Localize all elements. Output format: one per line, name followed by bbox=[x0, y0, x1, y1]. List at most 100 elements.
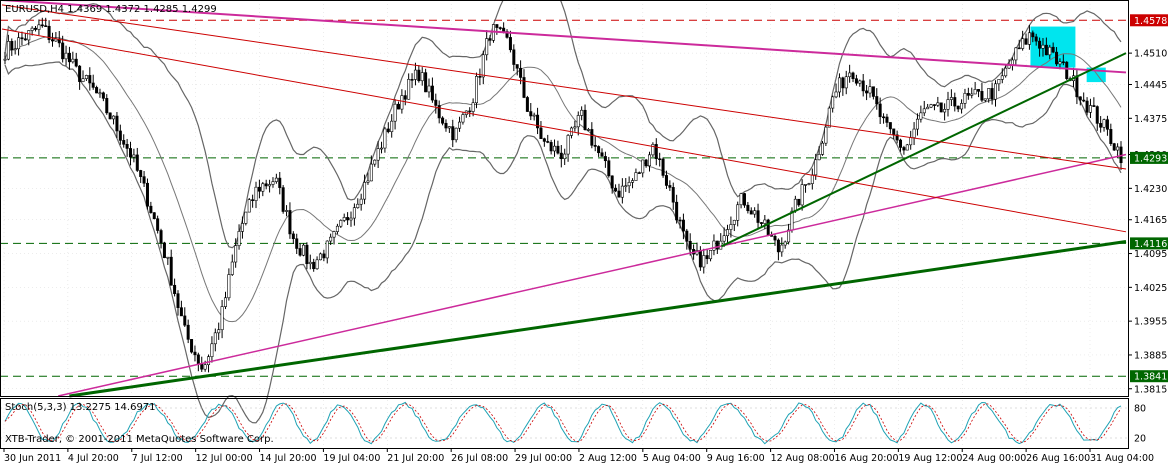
candle-body bbox=[634, 172, 638, 181]
candle-body bbox=[977, 89, 981, 92]
grid-lines bbox=[0, 0, 1128, 448]
candle-body bbox=[868, 86, 872, 94]
candle-body bbox=[13, 48, 17, 51]
candle-body bbox=[593, 145, 597, 147]
candle-body bbox=[1102, 119, 1106, 128]
candle-body bbox=[546, 141, 550, 143]
candlesticks bbox=[3, 17, 1123, 373]
candle-body bbox=[580, 109, 584, 116]
candle-body bbox=[390, 120, 394, 133]
candle-body bbox=[322, 253, 326, 259]
candle-body bbox=[156, 218, 160, 231]
candle-body bbox=[346, 217, 350, 221]
candle-body bbox=[210, 343, 214, 358]
stoch-tick-label: 20 bbox=[1134, 434, 1146, 445]
candle-body bbox=[837, 77, 841, 93]
candle-body bbox=[722, 235, 726, 242]
x-tick-label: 31 Aug 04:00 bbox=[1090, 453, 1154, 464]
candle-body bbox=[936, 102, 940, 106]
candle-body bbox=[1065, 61, 1069, 79]
candle-body bbox=[329, 236, 333, 242]
x-tick-label: 30 Jun 2011 bbox=[4, 453, 61, 464]
candle-body bbox=[926, 106, 930, 110]
x-tick-label: 26 Jul 08:00 bbox=[451, 453, 508, 464]
candle-body bbox=[285, 210, 289, 212]
candle-body bbox=[865, 90, 869, 94]
candle-body bbox=[308, 261, 312, 265]
candle-body bbox=[424, 72, 428, 93]
candle-body bbox=[658, 158, 662, 161]
candle-body bbox=[654, 144, 658, 160]
candle-body bbox=[142, 176, 146, 184]
candle-body bbox=[631, 180, 635, 183]
candle-body bbox=[264, 183, 268, 187]
x-tick-label: 5 Aug 04:00 bbox=[643, 453, 701, 464]
x-tick-label: 12 Jul 00:00 bbox=[196, 453, 253, 464]
candle-body bbox=[542, 138, 546, 142]
candle-body bbox=[471, 102, 475, 112]
candle-body bbox=[118, 130, 122, 141]
candle-body bbox=[95, 87, 99, 94]
candle-body bbox=[6, 41, 10, 60]
band-middle bbox=[4, 36, 1122, 323]
stochastic-lines bbox=[0, 401, 1128, 445]
candle-body bbox=[417, 69, 421, 82]
candle-body bbox=[882, 116, 886, 119]
candle-body bbox=[91, 82, 95, 88]
candle-body bbox=[932, 104, 936, 106]
copyright-text: XTB-Trader, © 2001-2011 MetaQuotes Softw… bbox=[5, 434, 274, 445]
candle-body bbox=[468, 110, 472, 113]
candle-body bbox=[729, 224, 733, 230]
candle-body bbox=[407, 79, 411, 100]
candle-body bbox=[207, 356, 211, 366]
candle-body bbox=[441, 117, 445, 124]
candle-body bbox=[576, 115, 580, 128]
candle-body bbox=[254, 186, 258, 201]
candle-body bbox=[895, 134, 899, 141]
trendline bbox=[1, 28, 1127, 233]
candle-body bbox=[915, 118, 919, 130]
candle-body bbox=[553, 145, 557, 152]
candle-body bbox=[349, 217, 353, 221]
trendline bbox=[1, 0, 1127, 74]
candle-body bbox=[742, 193, 746, 206]
candle-body bbox=[644, 159, 648, 167]
candle-body bbox=[1055, 51, 1059, 65]
candle-body bbox=[749, 210, 753, 215]
candle-body bbox=[217, 329, 221, 334]
candle-body bbox=[970, 93, 974, 96]
candle-body bbox=[485, 38, 489, 56]
candle-body bbox=[651, 144, 655, 156]
candle-body bbox=[373, 159, 377, 165]
candle-body bbox=[312, 261, 316, 270]
candle-body bbox=[566, 135, 570, 155]
stoch-label: Stoch(5,3,3) 13.2275 14.6971 bbox=[5, 402, 156, 413]
candle-body bbox=[40, 24, 44, 27]
candle-body bbox=[261, 183, 265, 192]
candle-body bbox=[3, 58, 7, 61]
candle-body bbox=[681, 219, 685, 232]
candle-body bbox=[356, 203, 360, 209]
candle-body bbox=[607, 160, 611, 177]
candle-body bbox=[780, 244, 784, 253]
candle-body bbox=[81, 78, 85, 82]
candle-body bbox=[461, 114, 465, 123]
candle-body bbox=[1088, 105, 1092, 113]
candle-body bbox=[726, 229, 730, 237]
trendline bbox=[58, 153, 1127, 397]
candle-body bbox=[71, 58, 75, 63]
candle-body bbox=[824, 126, 828, 144]
candle-body bbox=[101, 92, 105, 99]
candle-body bbox=[1027, 32, 1031, 45]
candle-body bbox=[949, 97, 953, 100]
candle-body bbox=[610, 175, 614, 189]
candle-body bbox=[44, 25, 48, 27]
x-tick-label: 4 Jul 20:00 bbox=[68, 453, 119, 464]
candle-body bbox=[410, 79, 414, 81]
candle-body bbox=[980, 91, 984, 101]
candle-body bbox=[647, 154, 651, 167]
candle-body bbox=[183, 315, 187, 326]
candle-body bbox=[973, 89, 977, 95]
candle-body bbox=[753, 210, 757, 215]
candle-body bbox=[488, 38, 492, 41]
